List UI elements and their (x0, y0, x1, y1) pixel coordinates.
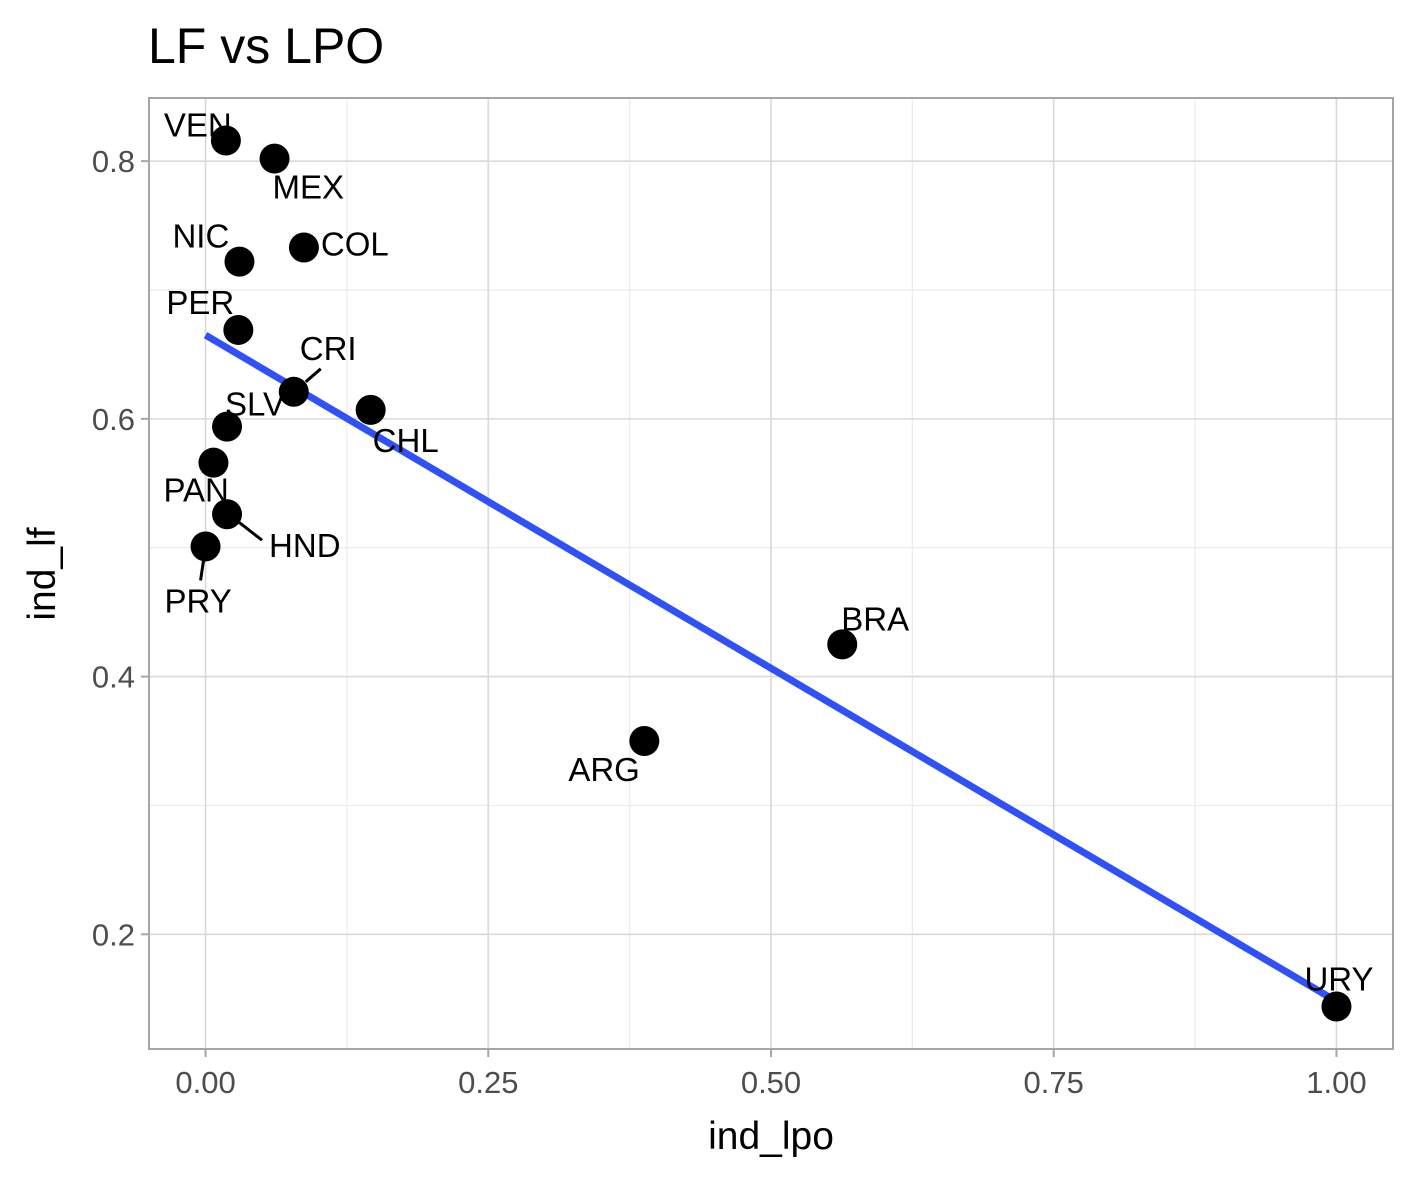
point-label-col: COL (321, 225, 389, 262)
point-label-per: PER (166, 284, 234, 321)
grid-lines (149, 98, 1393, 1049)
axes: 0.00 0.25 0.50 0.75 1.00 0.2 0.4 0.6 0.8 (92, 144, 1367, 1100)
x-tick-label: 0.75 (1024, 1065, 1084, 1100)
data-points (190, 125, 1352, 1022)
point-nic (224, 246, 255, 277)
point-label-pry: PRY (165, 582, 232, 619)
point-label-mex: MEX (273, 169, 345, 206)
x-tick-label: 0.25 (458, 1065, 518, 1100)
point-chl (355, 394, 386, 425)
point-label-pan: PAN (163, 472, 228, 509)
point-pry (190, 531, 221, 562)
point-label-nic: NIC (172, 218, 229, 255)
point-label-arg: ARG (568, 751, 640, 788)
x-tick-label: 0.50 (741, 1065, 801, 1100)
label-leader-lines (199, 367, 322, 581)
point-label-bra: BRA (841, 600, 909, 637)
point-label-slv: SLV (225, 386, 285, 423)
y-tick-label: 0.8 (92, 144, 135, 179)
chart-title: LF vs LPO (148, 18, 384, 74)
point-label-ury: URY (1304, 960, 1373, 997)
point-label-chl: CHL (373, 422, 439, 459)
y-tick-label: 0.6 (92, 402, 135, 437)
y-tick-label: 0.4 (92, 660, 135, 695)
leader-line-hnd (234, 518, 263, 542)
point-ury (1321, 991, 1352, 1022)
y-axis-title: ind_lf (21, 527, 64, 620)
y-tick-label: 0.2 (92, 917, 135, 952)
x-tick-label: 0.00 (175, 1065, 235, 1100)
leader-line-pry (199, 560, 206, 581)
point-col (288, 232, 319, 263)
point-bra (827, 629, 858, 660)
point-per (223, 314, 254, 345)
point-mex (259, 143, 290, 174)
point-slv (212, 411, 243, 442)
leader-line-cri (304, 367, 322, 383)
x-axis-title: ind_lpo (708, 1115, 834, 1158)
point-label-ven: VEN (164, 107, 232, 144)
point-label-hnd: HND (269, 527, 341, 564)
point-ven (210, 125, 241, 156)
point-pan (198, 447, 229, 478)
point-cri (278, 376, 309, 407)
trend-line (203, 332, 1339, 1005)
point-arg (629, 726, 660, 757)
x-tick-label: 1.00 (1306, 1065, 1366, 1100)
point-hnd (212, 499, 243, 530)
point-labels: VEN MEX COL NIC PER CRI CHL SLV PAN HND PRY BRA ARG U… (163, 107, 1373, 998)
trend-line-group (203, 332, 1339, 1005)
point-label-cri: CRI (300, 330, 357, 367)
